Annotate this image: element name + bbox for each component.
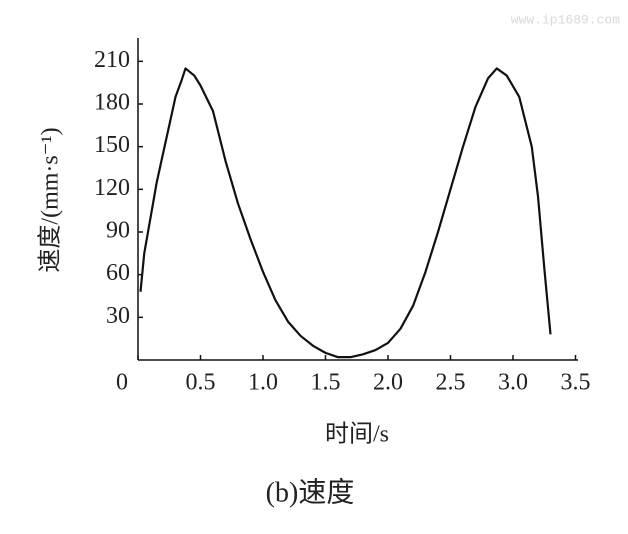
x-axis-label: 时间/s bbox=[325, 421, 389, 448]
y-tick-label: 60 bbox=[106, 260, 130, 286]
y-tick-label: 150 bbox=[94, 132, 130, 158]
x-tick-label: 3.5 bbox=[561, 370, 591, 396]
y-axis-label: 速度/(mm·s⁻¹) bbox=[37, 127, 64, 272]
y-tick-label: 30 bbox=[106, 303, 130, 329]
x-tick-label: 3.0 bbox=[498, 370, 528, 396]
watermark: www.ip1689.com bbox=[511, 12, 620, 27]
y-tick-label: 210 bbox=[94, 47, 130, 73]
x-tick-label: 0.5 bbox=[186, 370, 216, 396]
x-tick-label: 1.5 bbox=[311, 370, 341, 396]
line bbox=[139, 67, 552, 359]
x-tick-label: 2.5 bbox=[436, 370, 466, 396]
y-tick-label: 90 bbox=[106, 218, 130, 244]
x-tick-label: 0 bbox=[116, 370, 128, 396]
x-tick-label: 1.0 bbox=[248, 370, 278, 396]
caption: (b)速度 bbox=[266, 476, 355, 508]
x-tick-label: 2.0 bbox=[373, 370, 403, 396]
y-tick-label: 180 bbox=[94, 90, 130, 116]
y-tick-label: 120 bbox=[94, 175, 130, 201]
